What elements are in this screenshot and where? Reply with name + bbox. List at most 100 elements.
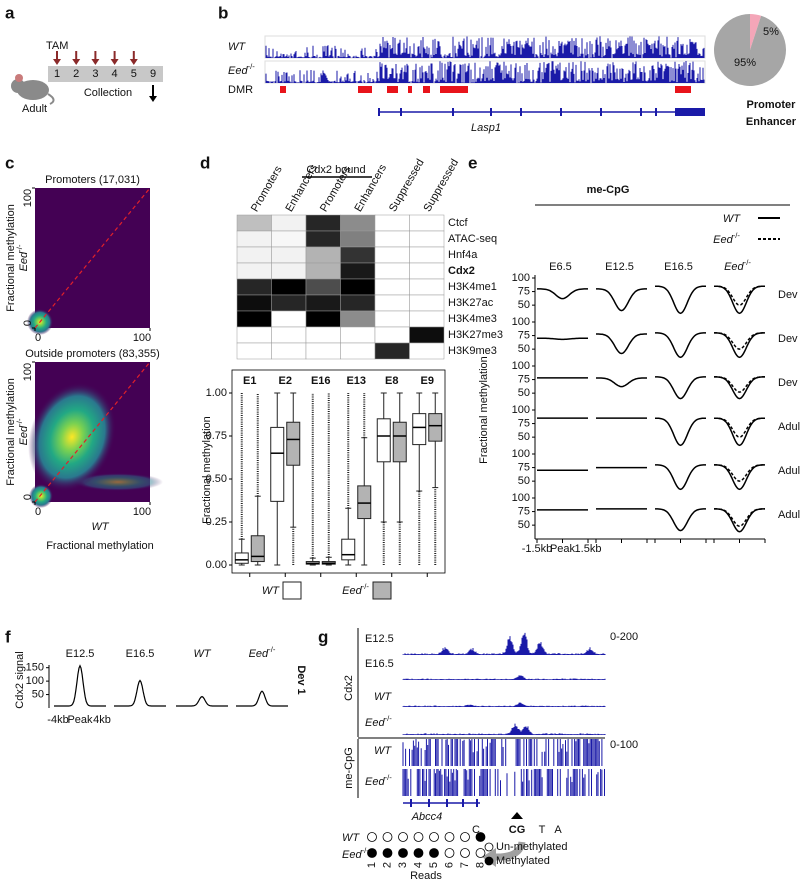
- group-label: Cdx2 bound: [306, 164, 365, 176]
- track-label: Eed-/-: [365, 714, 392, 729]
- y-axis-label: Fractional methylation: [201, 416, 213, 524]
- methylation-profile: [655, 508, 706, 532]
- track-label: E16.5: [365, 658, 394, 670]
- heatmap-cell: [305, 214, 341, 232]
- legend-label: Un-methylated: [496, 841, 568, 853]
- genotype-name: Eed: [365, 776, 385, 788]
- exon: [400, 108, 402, 116]
- y-tick-label: 100: [512, 492, 530, 504]
- read-cpg: [413, 848, 424, 858]
- heatmap-cell: [271, 230, 307, 248]
- pie-legend-label: Promoter: [747, 99, 797, 111]
- dmr-block: [358, 86, 372, 93]
- mouse-ear: [15, 74, 23, 82]
- range-label: 0-200: [610, 631, 638, 643]
- heatmap-cell: [236, 230, 272, 248]
- heatmap-cell: [409, 230, 445, 248]
- y-tick-label: 100: [512, 272, 530, 284]
- gene-label: Lasp1: [471, 122, 501, 134]
- x-tick-label: -4kb: [47, 714, 68, 726]
- x-tick-label: 100: [133, 332, 151, 344]
- column-label: E12.5: [605, 261, 634, 273]
- heatmap-cell: [340, 326, 376, 344]
- row-label: H3K4me1: [448, 281, 497, 293]
- signal-track: [402, 702, 606, 707]
- genotype-superscript: -/-: [362, 846, 370, 855]
- density-blob: [28, 382, 116, 492]
- heatmap-cell: [305, 278, 341, 296]
- methylation-profile-ko: [714, 376, 765, 393]
- dmr-block: [675, 86, 691, 93]
- row-label: WT: [342, 832, 360, 844]
- density-blob: [73, 473, 163, 491]
- read-cpg: [475, 832, 486, 842]
- heatmap-cell: [271, 262, 307, 280]
- heatmap-cell: [340, 214, 376, 232]
- y-axis-label: Fractional methylation: [5, 204, 17, 312]
- sequence-base: T: [539, 824, 546, 836]
- genotype-label: WT: [228, 41, 246, 53]
- methylation-profile: [714, 285, 765, 315]
- read-cpg: [460, 832, 470, 842]
- genotype-superscript: -/-: [385, 714, 393, 723]
- x-tick-label: 0: [35, 332, 41, 344]
- legend-marker: [484, 842, 494, 852]
- gene-label: Abcc4: [411, 811, 443, 823]
- dmr-block: [387, 86, 398, 93]
- injection-arrowhead: [110, 59, 119, 65]
- box: [250, 535, 265, 563]
- y-axis-label: Fractional methylation: [478, 356, 490, 464]
- pie-value-label: 5%: [763, 26, 779, 38]
- y-tick-label: 1.00: [206, 387, 227, 399]
- genotype-name: Eed: [713, 234, 733, 246]
- methylation-profile: [596, 288, 647, 312]
- panel-title: me-CpG: [587, 184, 630, 196]
- y-tick-label: 75: [518, 505, 530, 517]
- panel-label: g: [318, 627, 328, 646]
- pie-legend-label: Enhancer: [746, 116, 797, 128]
- heatmap-cell: [374, 262, 410, 280]
- heatmap-cell: [409, 310, 445, 328]
- x-tick-label: Peak: [67, 714, 93, 726]
- legend-label: Eed-/-: [342, 582, 369, 597]
- read-number: 2: [381, 862, 393, 868]
- read-cpg: [444, 832, 455, 842]
- heatmap-cell: [236, 342, 272, 360]
- heatmap-cell: [340, 230, 376, 248]
- genotype-name: Eed: [724, 261, 744, 273]
- dmr-block: [440, 86, 468, 93]
- read-number: 8: [474, 862, 486, 868]
- read-cpg: [475, 848, 486, 858]
- heatmap-cell: [409, 342, 445, 360]
- heatmap-cell: [409, 214, 445, 232]
- injection-arrowhead: [53, 59, 61, 65]
- read-number: 4: [412, 862, 424, 868]
- x-tick-label: 0: [35, 506, 41, 518]
- signal-profile: [114, 679, 166, 707]
- genotype-name: Eed: [342, 849, 362, 861]
- signal-track: [265, 61, 705, 83]
- mouse-body: [17, 80, 49, 100]
- genotype-name: Eed: [18, 251, 30, 271]
- exon: [428, 799, 430, 807]
- heatmap-cell: [271, 214, 307, 232]
- genotype-superscript: -/-: [248, 62, 256, 71]
- sequence-base: A: [554, 824, 562, 836]
- mouse-icon: [11, 74, 55, 105]
- signal-track: [402, 675, 606, 680]
- legend-swatch: [372, 581, 392, 600]
- column-label: Suppressed: [421, 157, 461, 214]
- collection-arrowhead: [149, 96, 157, 102]
- row-label: H3K27ac: [448, 297, 494, 309]
- methylation-profile: [655, 285, 706, 315]
- heatmap-cell: [340, 262, 376, 280]
- heatmap-cell: [374, 294, 410, 312]
- day-label: 4: [112, 68, 118, 80]
- genotype-name: Eed: [228, 65, 248, 77]
- genotype-superscript: -/-: [268, 645, 276, 654]
- exon: [560, 108, 562, 116]
- exon: [410, 799, 412, 807]
- legend-label: WT: [262, 585, 280, 597]
- row-label: H3K4me3: [448, 313, 497, 325]
